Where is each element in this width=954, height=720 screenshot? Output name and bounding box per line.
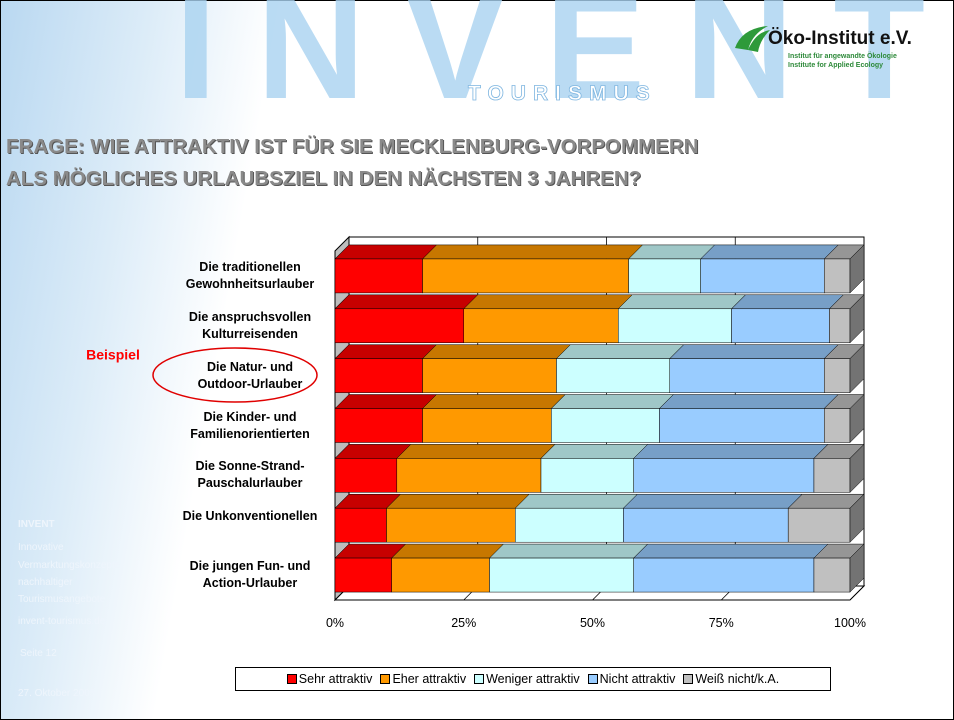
bar	[814, 458, 850, 492]
sidebar-title: INVENT	[18, 519, 55, 530]
bar	[541, 458, 634, 492]
bar-top	[392, 544, 504, 558]
bar	[515, 508, 623, 542]
bar	[387, 508, 516, 542]
legend: Sehr attraktiv Eher attraktiv Weniger attr…	[235, 667, 831, 691]
chart: INVENT TOURISMUS Öko-Institut e.V. Insti…	[0, 0, 954, 720]
org-line: Institut für angewandte Ökologie	[788, 51, 897, 60]
legend-label: Weiß nicht/k.A.	[695, 672, 779, 686]
legend-item: Weniger attraktiv	[474, 672, 580, 686]
category-label: Die Sonne-Strand- Pauschalurlauber	[150, 458, 350, 492]
legend-item: Sehr attraktiv	[287, 672, 373, 686]
legend-swatch	[683, 674, 693, 684]
bar-top	[618, 295, 745, 309]
bar	[634, 458, 814, 492]
sidebar-line: Tourismusangebote	[18, 594, 105, 605]
bar-top	[464, 295, 633, 309]
bar	[814, 558, 850, 592]
annotation: Beispiel	[86, 347, 140, 363]
bar	[618, 309, 731, 343]
bar	[824, 409, 850, 443]
category-label: Die traditionellen Gewohnheitsurlauber	[150, 259, 350, 293]
bar	[423, 409, 552, 443]
sidebar-line: nachhaltiger	[18, 577, 72, 588]
bar	[392, 558, 490, 592]
legend-label: Nicht attraktiv	[600, 672, 676, 686]
bar-top	[629, 245, 715, 259]
bar-top	[335, 395, 437, 409]
legend-swatch	[287, 674, 297, 684]
bar-top	[551, 395, 673, 409]
bar-top	[659, 395, 838, 409]
bar-top	[623, 494, 802, 508]
bar-top	[335, 345, 437, 359]
bar-top	[732, 295, 844, 309]
bar	[659, 409, 824, 443]
legend-label: Eher attraktiv	[392, 672, 466, 686]
bar	[490, 558, 634, 592]
bar-top	[515, 494, 637, 508]
bar	[397, 458, 541, 492]
sidebar-date: 27. Oktober 2005	[18, 688, 95, 699]
sidebar-line: Innovative	[18, 542, 64, 553]
category-label: Die anspruchsvollen Kulturreisenden	[150, 309, 350, 343]
legend-item: Weiß nicht/k.A.	[683, 672, 779, 686]
bar	[623, 508, 788, 542]
bar	[634, 558, 814, 592]
x-tick-label: 25%	[451, 616, 476, 630]
bar	[701, 259, 825, 293]
bar	[824, 359, 850, 393]
category-label: Die Natur- und Outdoor-Urlauber	[150, 359, 350, 393]
bar	[824, 259, 850, 293]
sidebar-page: Seite 12	[20, 648, 57, 659]
bar-top	[423, 345, 571, 359]
sidebar-website: invent-tourismus.de	[18, 616, 105, 627]
legend-swatch	[380, 674, 390, 684]
slide: INVENT TOURISMUS Öko-Institut e.V. Insti…	[0, 0, 954, 720]
slide-title: ALS MÖGLICHES URLAUBSZIEL IN DEN NÄCHSTE…	[6, 167, 641, 191]
bar-top	[541, 444, 648, 458]
category-label: Die Unkonventionellen	[150, 508, 350, 525]
bar-top	[670, 345, 839, 359]
bar	[629, 259, 701, 293]
logo-subword: TOURISMUS	[468, 82, 657, 105]
bar-top	[634, 544, 828, 558]
bar	[829, 309, 850, 343]
legend-label: Sehr attraktiv	[299, 672, 373, 686]
bar-top	[397, 444, 555, 458]
bar	[423, 359, 557, 393]
bar-top	[701, 245, 839, 259]
bar-top	[556, 345, 683, 359]
category-label: Die jungen Fun- und Action-Urlauber	[150, 558, 350, 592]
legend-swatch	[474, 674, 484, 684]
x-tick-label: 100%	[834, 616, 866, 630]
x-tick-label: 50%	[580, 616, 605, 630]
bar	[788, 508, 850, 542]
category-label: Die Kinder- und Familienorientierten	[150, 409, 350, 443]
bar-top	[490, 544, 648, 558]
sidebar-line: Vermarktungskonzepte	[18, 560, 120, 571]
bar	[423, 259, 629, 293]
bar	[732, 309, 830, 343]
legend-item: Nicht attraktiv	[588, 672, 676, 686]
x-tick-label: 75%	[709, 616, 734, 630]
bar-top	[387, 494, 530, 508]
bar-top	[634, 444, 828, 458]
bar	[335, 309, 464, 343]
bar	[670, 359, 825, 393]
bar	[464, 309, 619, 343]
x-tick-label: 0%	[326, 616, 344, 630]
legend-item: Eher attraktiv	[380, 672, 466, 686]
legend-swatch	[588, 674, 598, 684]
slide-title: FRAGE: WIE ATTRAKTIV IST FÜR SIE MECKLEN…	[6, 135, 698, 159]
bar	[551, 409, 659, 443]
bar-top	[335, 245, 437, 259]
bar-top	[423, 245, 643, 259]
bar-top	[423, 395, 566, 409]
org-name: Öko-Institut e.V.	[768, 28, 912, 49]
bar	[556, 359, 669, 393]
legend-label: Weniger attraktiv	[486, 672, 580, 686]
org-line: Institute for Applied Ecology	[788, 62, 883, 69]
bar-top	[335, 295, 478, 309]
